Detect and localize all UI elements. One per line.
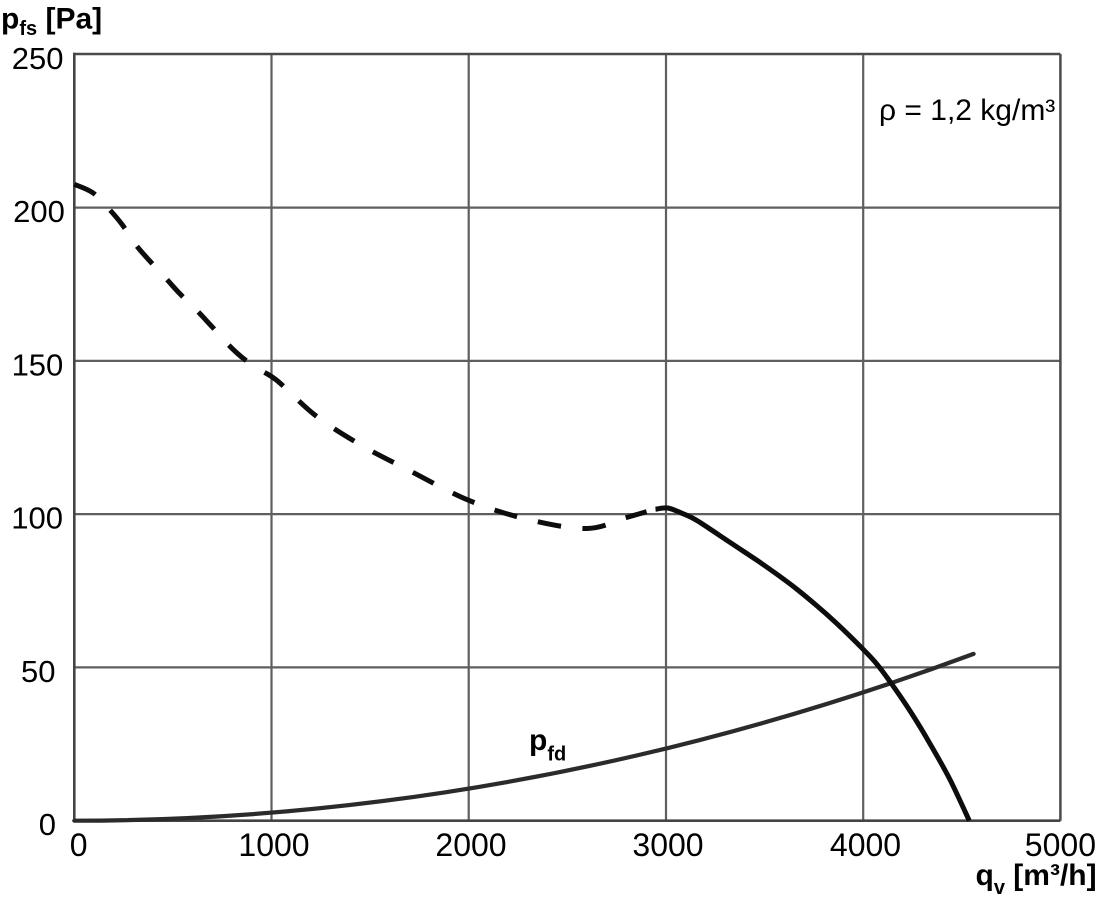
svg-text:1000: 1000 (238, 827, 309, 863)
svg-text:200: 200 (13, 194, 65, 229)
svg-text:ρ = 1,2 kg/m³: ρ = 1,2 kg/m³ (879, 94, 1055, 127)
svg-text:2000: 2000 (435, 827, 506, 863)
svg-text:4000: 4000 (830, 827, 901, 863)
svg-text:250: 250 (12, 41, 64, 76)
svg-text:0: 0 (39, 807, 56, 842)
svg-text:5000: 5000 (1025, 827, 1096, 863)
svg-text:50: 50 (21, 654, 55, 689)
svg-text:150: 150 (12, 347, 64, 382)
svg-text:0: 0 (70, 827, 88, 863)
svg-text:pfs [Pa]: pfs [Pa] (1, 3, 102, 41)
svg-text:100: 100 (11, 501, 63, 536)
svg-text:3000: 3000 (632, 827, 703, 863)
